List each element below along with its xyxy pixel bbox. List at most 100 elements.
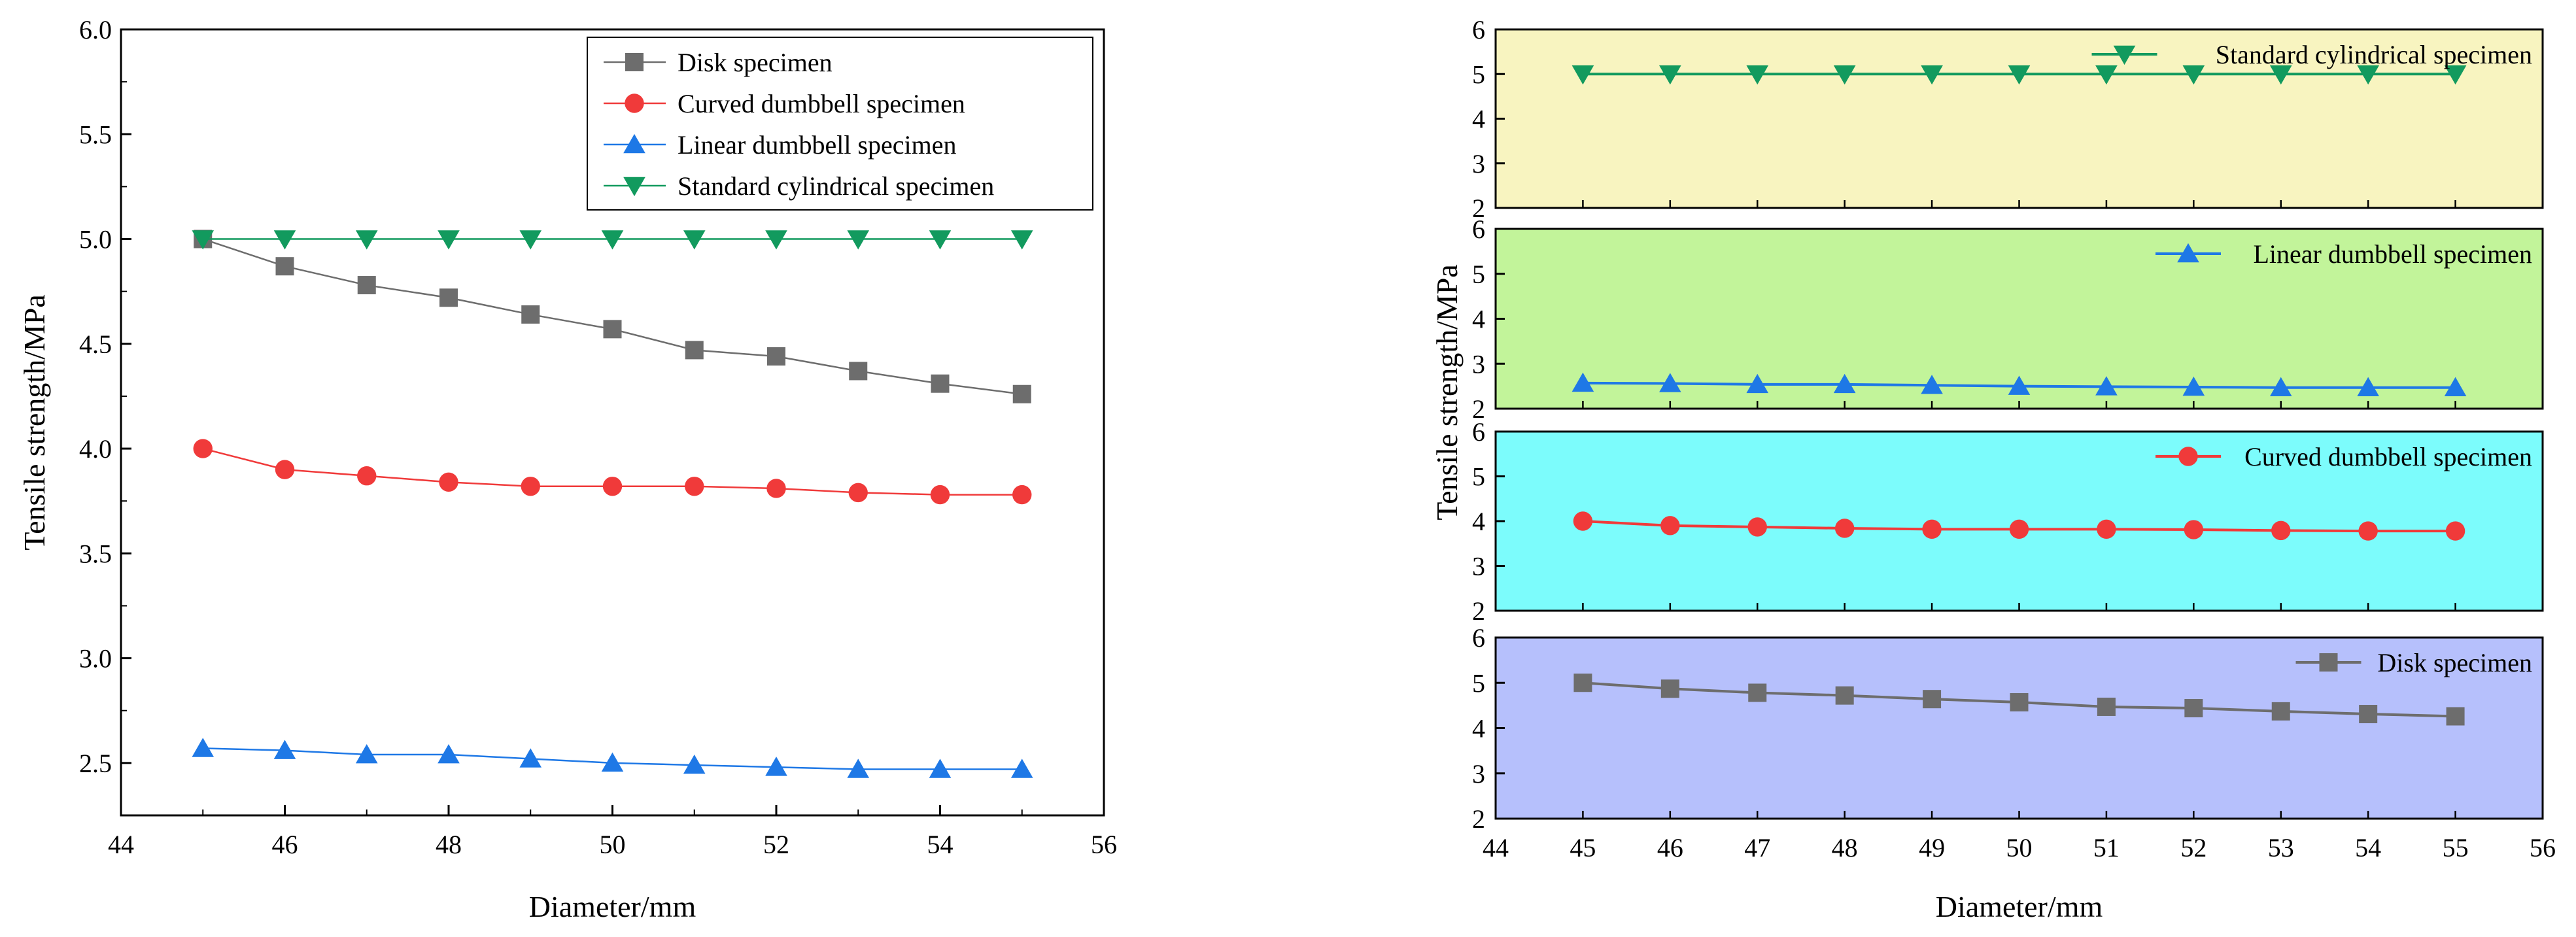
right-data-point-standard-cylindrical-specimen <box>2269 65 2292 85</box>
right-data-point-disk-specimen <box>2271 702 2290 721</box>
right-data-point-curved-dumbbell-specimen <box>2271 520 2291 541</box>
right-data-point-linear-dumbbell-specimen <box>1659 373 1681 392</box>
right-data-point-disk-specimen <box>1748 683 1767 702</box>
right-x-tick-label: 56 <box>2530 833 2556 862</box>
right-data-point-standard-cylindrical-specimen <box>1659 65 1681 85</box>
left-y-tick-label: 4.5 <box>79 330 112 359</box>
right-data-point-standard-cylindrical-specimen <box>2008 65 2031 85</box>
left-x-tick-label: 46 <box>272 830 298 859</box>
right-data-point-disk-specimen <box>2359 705 2378 724</box>
left-legend-marker-linear-dumbbell-specimen <box>623 133 645 154</box>
right-y-tick-label: 6 <box>1472 623 1485 653</box>
left-data-point-disk-specimen <box>685 341 704 360</box>
right-x-axis-title: Diameter/mm <box>1936 890 2103 923</box>
left-data-point-standard-cylindrical-specimen <box>355 230 378 250</box>
left-data-point-standard-cylindrical-specimen <box>765 230 787 250</box>
right-y-tick-label: 6 <box>1472 214 1485 244</box>
right-panel-standard-cylindrical-specimen <box>1494 28 2544 209</box>
left-y-axis-title: Tensile strength/MPa <box>18 294 51 551</box>
left-data-point-disk-specimen <box>439 288 458 307</box>
right-y-tick-label: 4 <box>1472 305 1485 334</box>
right-data-point-standard-cylindrical-specimen <box>2444 65 2467 85</box>
left-y-tick-label: 6.0 <box>79 15 112 44</box>
left-x-tick-label: 52 <box>763 830 789 859</box>
right-y-tick-label: 6 <box>1472 15 1485 44</box>
right-data-point-disk-specimen <box>1573 673 1592 692</box>
right-x-tick-label: 48 <box>1832 833 1858 862</box>
left-data-point-curved-dumbbell-specimen <box>439 472 458 492</box>
right-data-point-curved-dumbbell-specimen <box>1922 519 1942 539</box>
right-x-tick-label: 54 <box>2355 833 2381 862</box>
right-y-tick-label: 5 <box>1472 462 1485 492</box>
right-y-tick-label: 2 <box>1472 596 1485 626</box>
right-data-point-curved-dumbbell-specimen <box>2358 521 2378 541</box>
right-legend-marker-linear-dumbbell-specimen <box>2177 243 2199 263</box>
right-y-tick-label: 5 <box>1472 668 1485 698</box>
right-x-tick-label: 47 <box>1744 833 1770 862</box>
right-y-tick-label: 6 <box>1472 417 1485 447</box>
right-y-tick-label: 5 <box>1472 60 1485 89</box>
left-y-tick-label: 5.0 <box>79 225 112 254</box>
right-data-point-curved-dumbbell-specimen <box>2184 520 2204 539</box>
left-data-point-linear-dumbbell-specimen <box>847 758 870 778</box>
right-y-tick-label: 3 <box>1472 349 1485 379</box>
left-data-point-disk-specimen <box>603 320 622 339</box>
right-data-point-curved-dumbbell-specimen <box>2445 521 2465 541</box>
right-y-tick-label: 3 <box>1472 552 1485 581</box>
left-data-point-linear-dumbbell-specimen <box>273 740 296 759</box>
right-y-tick-label: 4 <box>1472 507 1485 536</box>
right-y-tick-label: 2 <box>1472 194 1485 223</box>
right-y-tick-label: 2 <box>1472 804 1485 834</box>
right-panel-disk-specimen <box>1494 636 2544 820</box>
right-data-point-standard-cylindrical-specimen <box>1746 65 1769 85</box>
left-data-point-linear-dumbbell-specimen <box>929 758 952 778</box>
left-y-tick-label: 3.5 <box>79 539 112 568</box>
right-data-point-standard-cylindrical-specimen <box>2357 65 2379 85</box>
right-data-point-standard-cylindrical-specimen <box>1921 65 1943 85</box>
right-data-point-disk-specimen <box>2010 693 2029 712</box>
right-x-tick-label: 53 <box>2268 833 2294 862</box>
right-data-point-curved-dumbbell-specimen <box>1660 516 1680 536</box>
left-data-point-disk-specimen <box>275 257 294 276</box>
left-legend-marker-disk-specimen <box>625 53 644 71</box>
left-legend-box <box>587 37 1093 211</box>
left-y-tick-label: 4.0 <box>79 434 112 464</box>
left-data-point-curved-dumbbell-specimen <box>1012 485 1032 505</box>
left-legend-marker-standard-cylindrical-specimen <box>623 177 645 197</box>
left-data-point-standard-cylindrical-specimen <box>929 230 952 250</box>
left-x-tick-label: 44 <box>108 830 134 859</box>
left-data-point-curved-dumbbell-specimen <box>357 466 377 486</box>
left-data-point-linear-dumbbell-specimen <box>765 757 787 776</box>
left-data-point-standard-cylindrical-specimen <box>683 230 706 250</box>
left-data-point-curved-dumbbell-specimen <box>930 485 950 505</box>
left-data-point-linear-dumbbell-specimen <box>355 743 378 764</box>
left-data-point-curved-dumbbell-specimen <box>602 477 623 496</box>
left-data-point-linear-dumbbell-specimen <box>683 754 706 774</box>
right-data-point-linear-dumbbell-specimen <box>1921 375 1943 394</box>
right-x-tick-label: 49 <box>1919 833 1945 862</box>
right-data-point-linear-dumbbell-specimen <box>2269 377 2292 396</box>
right-data-point-disk-specimen <box>1835 686 1854 705</box>
left-x-tick-label: 54 <box>927 830 953 859</box>
left-legend-label-disk-specimen: Disk specimen <box>678 48 833 77</box>
left-data-point-standard-cylindrical-specimen <box>519 230 542 250</box>
left-data-point-curved-dumbbell-specimen <box>521 477 540 496</box>
left-x-axis-title: Diameter/mm <box>529 890 696 923</box>
left-chart: 44 46 48 50 52 54 56 2.5 3.0 3.5 4.0 4.5 5.0 5.5 6.0 Di… <box>18 15 1117 923</box>
right-y-axis-title: Tensile strength/MPa <box>1430 264 1464 520</box>
left-data-point-linear-dumbbell-specimen <box>192 738 215 757</box>
right-x-tick-label: 51 <box>2093 833 2120 862</box>
right-data-point-standard-cylindrical-specimen <box>1571 65 1594 85</box>
left-data-point-disk-specimen <box>767 347 785 366</box>
right-data-point-standard-cylindrical-specimen <box>1833 65 1856 85</box>
left-data-point-standard-cylindrical-specimen <box>273 230 296 250</box>
right-legend-label-standard-cylindrical-specimen: Standard cylindrical specimen <box>2216 40 2532 69</box>
left-x-tick-label: 56 <box>1091 830 1117 859</box>
right-legend-label-curved-dumbbell-specimen: Curved dumbbell specimen <box>2244 442 2532 471</box>
right-data-point-disk-specimen <box>2097 697 2116 716</box>
right-data-point-standard-cylindrical-specimen <box>2182 65 2205 85</box>
right-x-tick-label: 50 <box>2006 833 2033 862</box>
right-data-point-curved-dumbbell-specimen <box>1573 511 1593 531</box>
right-y-tick-label: 3 <box>1472 759 1485 789</box>
left-data-point-curved-dumbbell-specimen <box>766 479 786 498</box>
